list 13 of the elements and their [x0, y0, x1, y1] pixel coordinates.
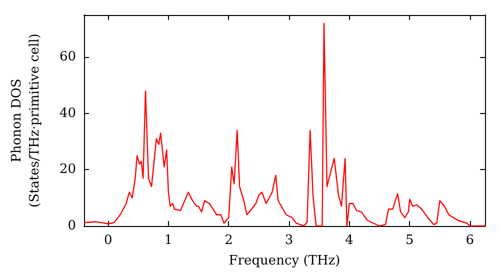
x-tick-label: 4	[345, 233, 354, 248]
y-axis-title: Phonon DOS (States/THz·primitive cell)	[10, 33, 42, 208]
x-axis-title: Frequency (THz)	[228, 253, 340, 268]
y-tick-label: 60	[59, 50, 76, 65]
x-tick-label: 0	[104, 233, 112, 248]
x-tick-label: 1	[164, 233, 173, 248]
x-tick-label: 3	[284, 233, 294, 248]
x-tick-label: 2	[224, 233, 233, 248]
x-tick-label: 5	[405, 233, 414, 248]
y-tick-label: 20	[59, 162, 76, 178]
x-tick-label: 6	[466, 233, 474, 248]
y-tick-label: 0	[68, 218, 76, 234]
y-tick-label: 40	[59, 106, 76, 121]
